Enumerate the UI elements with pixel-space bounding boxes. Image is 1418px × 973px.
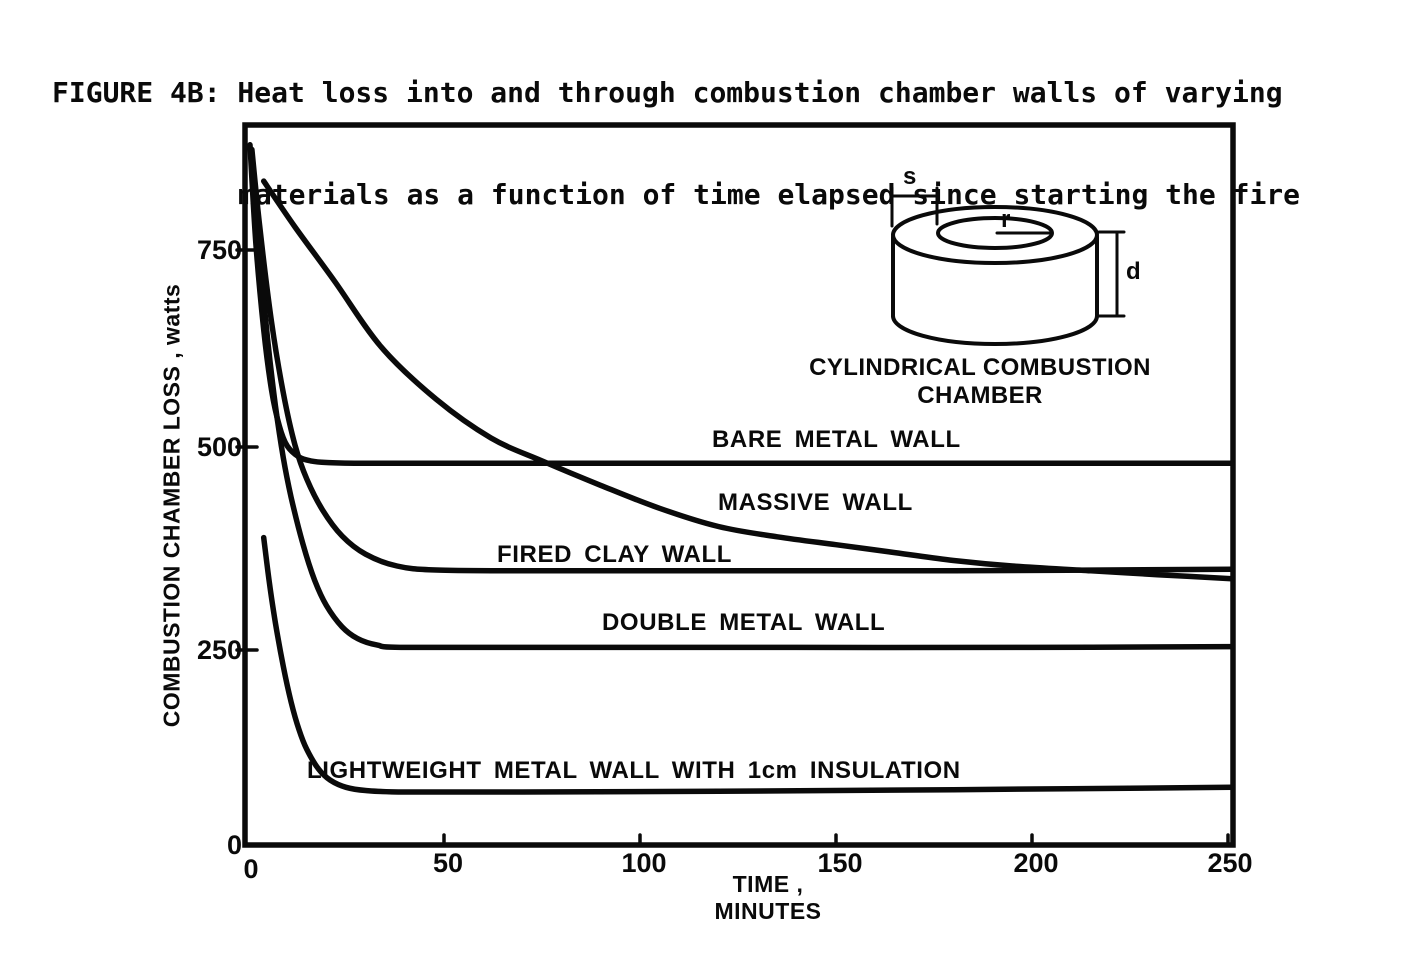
curve-label-fired-clay-wall: FIRED CLAY WALL <box>497 541 733 568</box>
curve-label-lightweight-metal-wall: LIGHTWEIGHT METAL WALL WITH 1cm INSULATI… <box>307 757 961 784</box>
y-tick-label-250: 250 <box>196 635 242 665</box>
x-tick-label-200: 200 <box>1013 848 1059 878</box>
cylinder-inset <box>890 186 1126 346</box>
curve-lightweight-metal-wall-1cm-insulation <box>260 534 1235 795</box>
x-tick-label-50: 50 <box>432 848 464 878</box>
plot-border <box>242 122 1236 848</box>
figure-title: FIGURE 4B: Heat loss into and through co… <box>52 8 1300 280</box>
dim-label-r: r <box>1001 206 1011 233</box>
curve-label-bare-metal-wall: BARE METAL WALL <box>712 426 961 453</box>
y-tick-label-750: 750 <box>196 235 242 265</box>
x-axis-ticks <box>442 833 1230 847</box>
x-tick-label-100: 100 <box>621 848 667 878</box>
curve-label-massive-wall: MASSIVE WALL <box>718 489 913 516</box>
inset-caption: CYLINDRICAL COMBUSTION CHAMBER <box>809 354 1151 409</box>
y-tick-label-0: 0 <box>226 830 242 860</box>
figure-title-line-2: materials as a function of time elapsed … <box>238 178 1301 211</box>
y-axis-title: COMBUSTION CHAMBER LOSS , watts <box>158 283 185 728</box>
curve-massive-wall <box>260 178 1235 582</box>
curve-double-metal-wall <box>249 150 1235 651</box>
curve-label-double-metal-wall: DOUBLE METAL WALL <box>602 609 886 636</box>
x-tick-label-0: 0 <box>243 854 259 884</box>
curve-bare-metal-wall <box>247 142 1235 467</box>
x-axis-title: TIME , MINUTES <box>714 871 822 924</box>
y-tick-label-500: 500 <box>196 432 242 462</box>
dim-s-lines <box>890 186 939 228</box>
curves-group <box>247 142 1235 795</box>
cylinder-outer-top-ellipse <box>891 205 1099 265</box>
cylinder-bottom-arc <box>891 314 1099 346</box>
x-tick-label-150: 150 <box>817 848 863 878</box>
curve-fired-clay-wall <box>249 146 1235 574</box>
dim-label-s: s <box>903 163 917 190</box>
dim-d-lines <box>1097 230 1126 318</box>
figure-title-line-1: FIGURE 4B: Heat loss into and through co… <box>52 76 1283 109</box>
dim-label-d: d <box>1126 258 1141 285</box>
x-tick-label-250: 250 <box>1207 848 1253 878</box>
